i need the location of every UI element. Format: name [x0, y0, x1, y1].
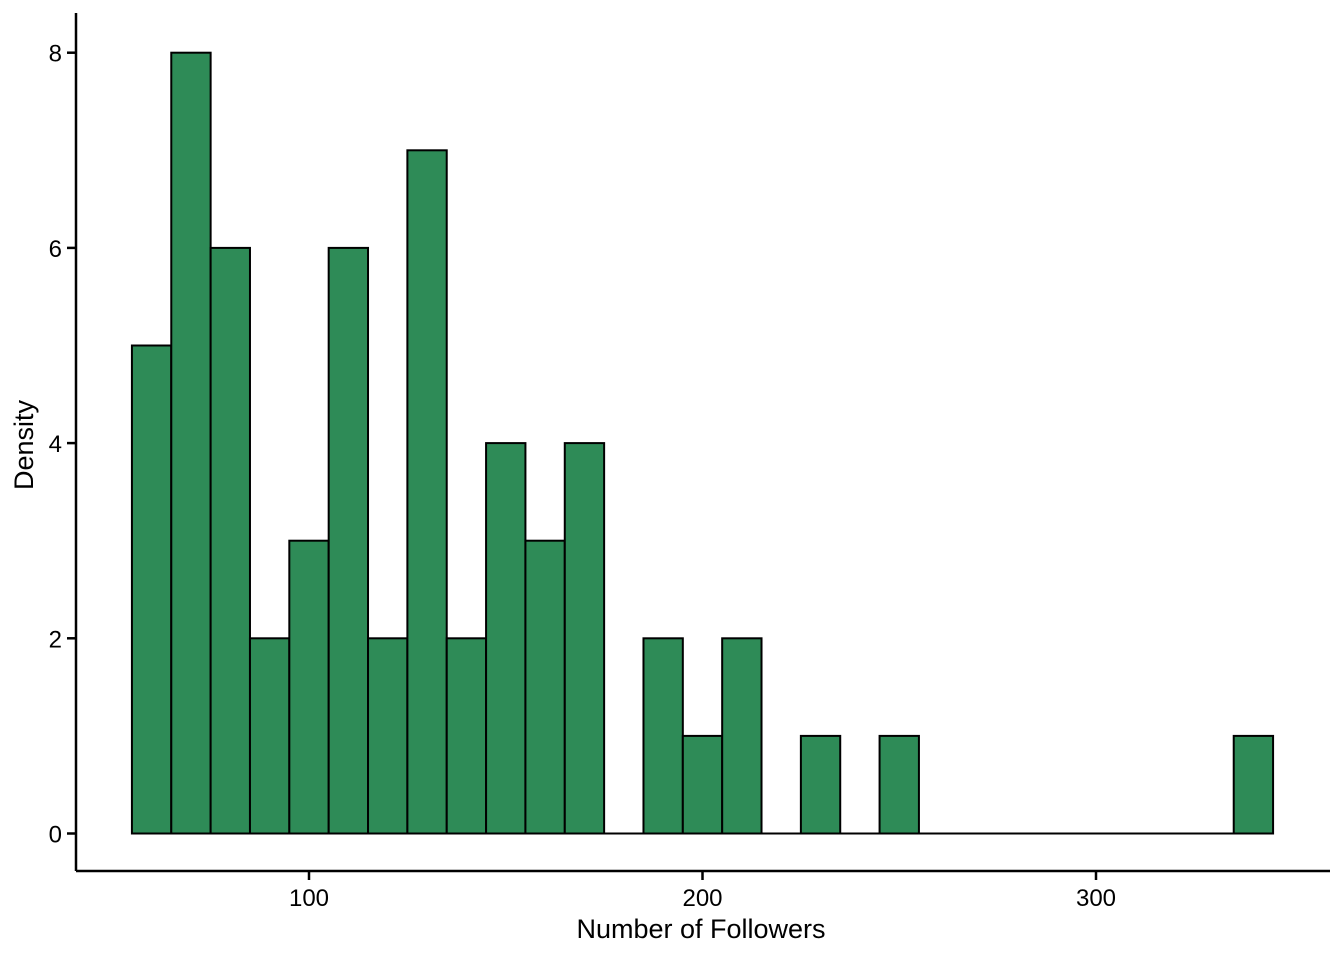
tick-labels-group: 0 2 4 6 8 100 200 300	[49, 41, 1116, 912]
histogram-bar	[878, 734, 920, 835]
y-tick-label: 8	[49, 41, 62, 68]
histogram-bar	[681, 734, 724, 835]
histogram-bar	[406, 149, 448, 835]
x-tick-label: 300	[1076, 885, 1116, 912]
y-tick-label: 6	[49, 236, 62, 263]
histogram-bar	[445, 637, 488, 835]
histogram-bar	[327, 246, 370, 835]
histogram-bar	[209, 246, 251, 835]
histogram-bar	[367, 637, 409, 835]
histogram-bar	[130, 344, 173, 835]
histogram-bar	[248, 637, 291, 835]
y-tick-label: 4	[49, 431, 62, 458]
histogram-bar	[1232, 734, 1275, 835]
histogram-bar	[563, 442, 606, 835]
axes-group	[67, 13, 1330, 880]
y-tick-label: 0	[49, 822, 62, 849]
histogram-bar	[642, 637, 684, 835]
y-tick-label: 2	[49, 626, 62, 653]
x-axis-title: Number of Followers	[576, 914, 825, 944]
y-axis-title: Density	[9, 399, 39, 490]
histogram-bar	[799, 734, 842, 835]
histogram-bar	[485, 442, 527, 835]
histogram-bar	[288, 539, 330, 835]
x-tick-label: 200	[682, 885, 722, 912]
histogram-bar	[524, 539, 566, 835]
x-tick-label: 100	[289, 885, 329, 912]
histogram-bar	[170, 51, 212, 835]
bars-group	[130, 51, 1275, 835]
histogram-bar	[721, 637, 763, 835]
